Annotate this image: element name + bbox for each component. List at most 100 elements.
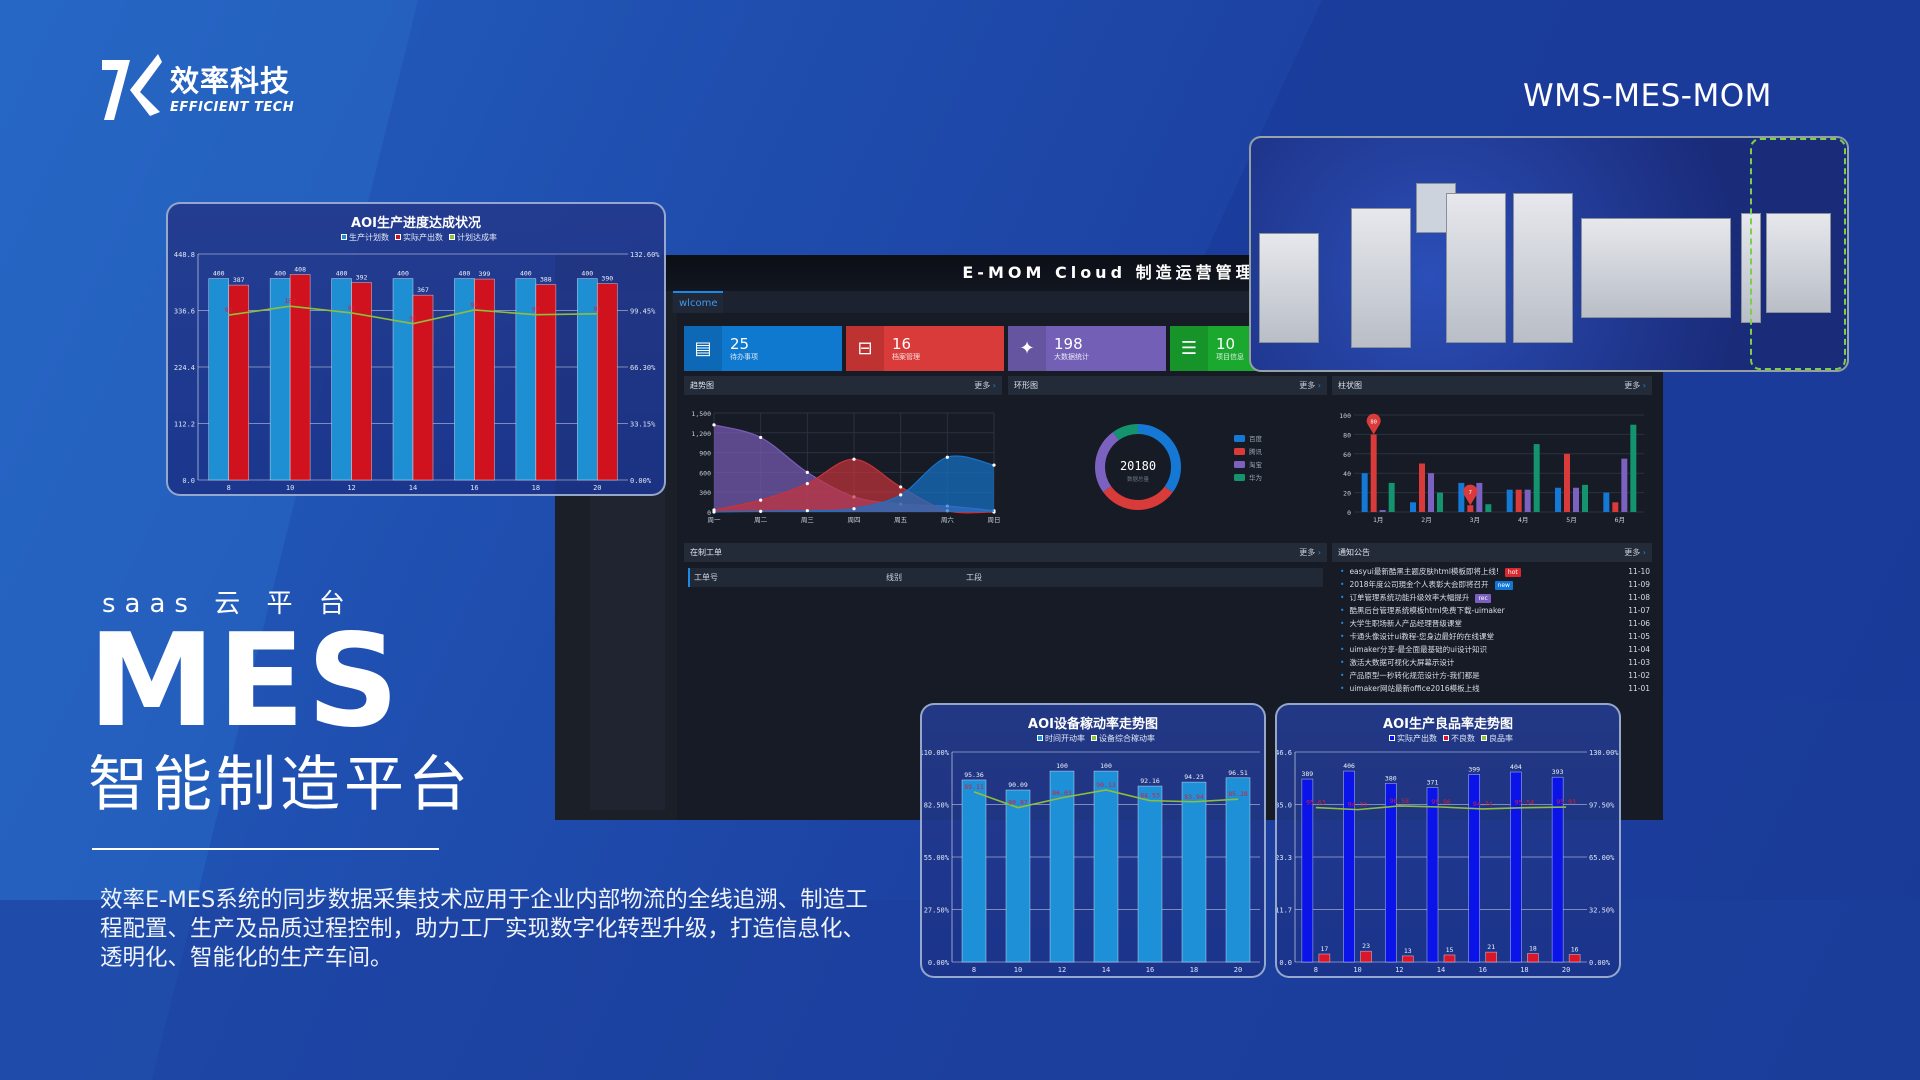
bullet-icon: •	[1340, 632, 1345, 641]
y-tick-label: 110.00%	[922, 749, 950, 757]
x-tick-label: 16	[1146, 966, 1154, 974]
x-tick-label: 周三	[801, 516, 815, 524]
line-value-label: 96.58	[1389, 797, 1409, 805]
bar-value-label: 400	[336, 270, 348, 278]
bar	[1533, 444, 1540, 512]
notice-title[interactable]: 酷黑后台管理系统模板html免费下载-uimaker	[1349, 606, 1505, 615]
y-tick-label: 446.6	[1277, 749, 1292, 757]
trend-area-chart: 0 300 600 900 1,200 1,500 周一 周二 周三 周四 周五 周六 周日	[691, 410, 1000, 524]
legend-label: 百度	[1249, 434, 1263, 443]
notice-item[interactable]: • 卡通头像设计ui教程-您身边最好的在线课堂 11-05	[1340, 630, 1650, 643]
line-series	[228, 305, 598, 325]
bar	[1506, 489, 1513, 512]
ring-slice	[1095, 424, 1181, 510]
notice-item[interactable]: • uimaker网站最新office2016模板上线 11-01	[1340, 682, 1650, 695]
panel-header-ring: 环形图 更多	[1008, 376, 1327, 395]
y-tick-label: 336.6	[174, 308, 195, 316]
marker-label: 7	[1469, 490, 1472, 496]
more-link[interactable]: 更多	[1624, 376, 1646, 395]
legend-swatch	[1234, 461, 1245, 468]
legend-swatch	[1481, 735, 1487, 741]
bar	[1419, 463, 1425, 512]
bar-value-label: 406	[1343, 762, 1355, 770]
y-tick-label: 27.50%	[924, 907, 950, 915]
bar	[1181, 781, 1207, 963]
y-tick-label: 900	[699, 450, 711, 458]
orders-table-header: 工单号 线别 工段	[688, 568, 1323, 587]
notice-title[interactable]: uimaker网站最新office2016模板上线	[1349, 684, 1480, 693]
bar	[1379, 510, 1386, 512]
y-tick-label: 0	[1347, 509, 1351, 517]
legend-swatch	[1234, 435, 1245, 442]
x-tick-label: 14	[1102, 966, 1110, 974]
more-link[interactable]: 更多	[1624, 543, 1646, 562]
notice-title[interactable]: 产品原型一秒转化规范设计方-我们都是	[1349, 671, 1480, 680]
document-icon: ▤	[684, 326, 722, 371]
notice-item[interactable]: • 产品原型一秒转化规范设计方-我们都是 11-02	[1340, 669, 1650, 682]
bar-value-label: 400	[274, 270, 286, 278]
data-point	[992, 463, 996, 467]
line-value-label: 96	[225, 306, 233, 314]
notice-item[interactable]: • 大学生职场新人产品经理晋级课堂 11-06	[1340, 617, 1650, 630]
notice-item[interactable]: • 激活大数据可视化大屏幕示设计 11-03	[1340, 656, 1650, 669]
bar	[351, 282, 372, 481]
x-tick-label: 16	[470, 484, 478, 492]
x-tick-label: 16	[1478, 966, 1486, 974]
x-tick-label: 5月	[1566, 516, 1576, 524]
bar-value-label: 94.23	[1184, 773, 1204, 781]
panel-header-trend: 趋势图 更多	[684, 376, 1002, 395]
notice-title[interactable]: 卡通头像设计ui教程-您身边最好的在线课堂	[1349, 632, 1494, 641]
notice-title[interactable]: easyui最新酷黑主题皮肤html模板即将上线!	[1349, 567, 1499, 576]
notice-item[interactable]: • 2018年度公司現金个人表彰大会即将召开 new 11-09	[1340, 578, 1650, 591]
x-tick-label: 周二	[754, 516, 768, 524]
legend-label: 华为	[1249, 473, 1262, 482]
aoi-progress-chart: 0.0 112.2 224.4 336.6 448.8 0.00% 33.15% 66.30%…	[174, 251, 660, 492]
notice-title[interactable]: 2018年度公司現金个人表彰大会即将召开	[1349, 580, 1489, 589]
column-chart: 0 20 40 60 80 100 1月 2月 3月 4月 5月 6月 80 7	[1339, 412, 1644, 524]
bar-value-label: 18	[1529, 945, 1537, 953]
x-tick-label: 12	[1058, 966, 1066, 974]
data-point	[899, 485, 903, 489]
kpi-card[interactable]: ✦ 198 大数据统计	[1008, 326, 1166, 371]
x-tick-label: 2月	[1421, 516, 1431, 524]
bar-value-label: 399	[1468, 765, 1480, 773]
legend-label: 时间开动率	[1045, 734, 1085, 743]
notice-item[interactable]: • easyui最新酷黑主题皮肤html模板即将上线! hot 11-10	[1340, 565, 1650, 578]
y-tick-label: 0.0	[1279, 959, 1292, 967]
notice-item[interactable]: • 订单管理系统功能升级效率大幅提升 rec 11-08	[1340, 591, 1650, 604]
more-link[interactable]: 更多	[974, 376, 996, 395]
bar	[1343, 770, 1355, 963]
bar	[1388, 482, 1395, 512]
bar-value-label: 400	[397, 270, 409, 278]
column-header: 线别	[886, 573, 902, 582]
notice-item[interactable]: • 酷黑后台管理系统模板html免费下载-uimaker 11-07	[1340, 604, 1650, 617]
notice-title[interactable]: uimaker分享-最全面最基础的ui设计知识	[1349, 645, 1487, 654]
y-tick-label: 112.2	[174, 421, 195, 429]
notice-date: 11-02	[1628, 671, 1650, 680]
notice-title[interactable]: 大学生职场新人产品经理晋级课堂	[1349, 619, 1462, 628]
more-link[interactable]: 更多	[1299, 543, 1321, 562]
bar-value-label: 96.51	[1228, 769, 1248, 777]
notice-date: 11-09	[1628, 580, 1650, 589]
line-value-label: 97	[593, 305, 601, 313]
area-series	[714, 455, 994, 512]
more-link[interactable]: 更多	[1299, 376, 1321, 395]
bar-value-label: 399	[479, 270, 491, 278]
notice-item[interactable]: • uimaker分享-最全面最基础的ui设计知识 11-04	[1340, 643, 1650, 656]
notice-title[interactable]: 订单管理系统功能升级效率大幅提升	[1349, 593, 1470, 602]
kpi-label: 项目信息	[1216, 352, 1244, 361]
kpi-text: 198 大数据统计	[1046, 336, 1089, 362]
bar-value-label: 100	[1056, 762, 1068, 770]
chart-title: AOI设备稼动率走势图	[1028, 717, 1158, 732]
bar	[289, 274, 311, 481]
kpi-card[interactable]: ▤ 25 待办事项	[684, 326, 842, 371]
notice-title[interactable]: 激活大数据可视化大屏幕示设计	[1349, 658, 1455, 667]
notice-date: 11-01	[1628, 684, 1650, 693]
bar	[535, 284, 557, 481]
bar-value-label: 400	[581, 270, 593, 278]
brand-name: 效率科技	[170, 63, 291, 98]
bar	[1360, 950, 1372, 963]
tab-welcome[interactable]: wlcome	[673, 291, 724, 313]
kpi-card[interactable]: ⊟ 16 档案管理	[846, 326, 1004, 371]
